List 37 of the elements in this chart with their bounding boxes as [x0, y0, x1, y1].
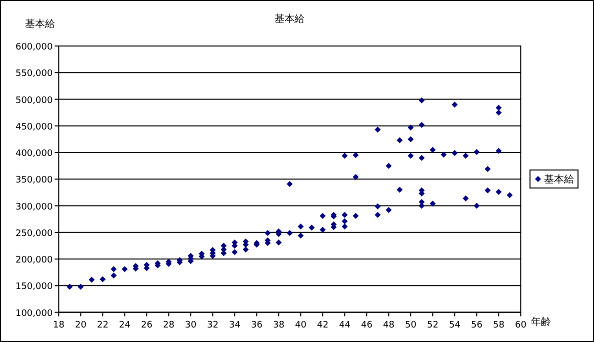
- chart-title: 基本給: [274, 13, 305, 25]
- y-tick-label: 300,000: [15, 202, 53, 212]
- x-tick-label: 38: [272, 320, 285, 330]
- x-tick-label: 46: [360, 320, 373, 330]
- y-tick-label: 500,000: [15, 96, 53, 106]
- y-tick-label: 450,000: [15, 122, 53, 132]
- y-tick-label: 350,000: [15, 176, 53, 186]
- x-tick-label: 44: [338, 320, 351, 330]
- x-axis-title: 年齢: [531, 316, 551, 328]
- x-tick-label: 56: [470, 320, 483, 330]
- y-tick-label: 250,000: [15, 228, 53, 239]
- x-tick-label: 48: [382, 320, 395, 330]
- x-tick-label: 20: [74, 320, 87, 330]
- x-tick-label: 54: [448, 320, 461, 330]
- x-tick-label: 26: [140, 320, 153, 330]
- x-tick-label: 32: [206, 320, 218, 330]
- x-tick-label: 42: [316, 320, 328, 330]
- x-tick-label: 18: [52, 320, 65, 330]
- x-tick-label: 52: [426, 320, 438, 330]
- y-tick-label: 550,000: [15, 69, 53, 80]
- y-tick-label: 150,000: [15, 282, 53, 292]
- x-tick-label: 60: [514, 320, 527, 330]
- x-tick-label: 40: [294, 320, 307, 330]
- y-tick-label: 100,000: [15, 308, 53, 319]
- x-tick-label: 58: [492, 320, 505, 330]
- x-tick-label: 34: [228, 320, 241, 330]
- x-tick-label: 22: [96, 320, 108, 330]
- x-tick-label: 30: [184, 320, 197, 330]
- y-tick-label: 400,000: [15, 149, 53, 160]
- x-tick-label: 36: [250, 320, 263, 330]
- x-tick-label: 50: [404, 320, 417, 330]
- y-tick-label: 600,000: [15, 42, 53, 52]
- y-axis-title: 基本給: [25, 18, 55, 30]
- x-tick-label: 24: [118, 320, 131, 330]
- y-tick-label: 200,000: [15, 256, 53, 266]
- x-tick-label: 28: [162, 320, 175, 330]
- legend-label: 基本給: [544, 174, 574, 186]
